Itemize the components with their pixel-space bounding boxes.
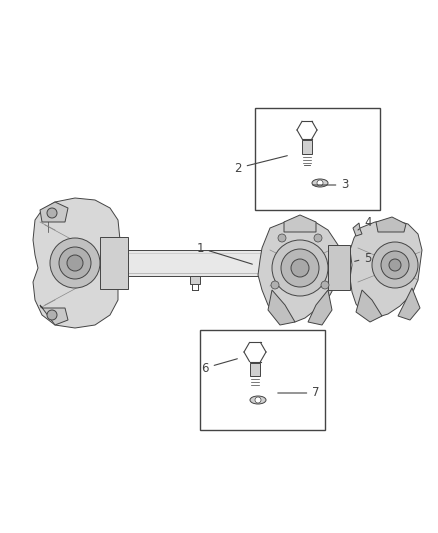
- Circle shape: [281, 249, 319, 287]
- Bar: [328, 245, 350, 290]
- Bar: [255, 108, 380, 210]
- Bar: [190, 276, 200, 284]
- Circle shape: [50, 238, 100, 288]
- Polygon shape: [308, 290, 332, 325]
- Polygon shape: [376, 217, 406, 232]
- Bar: [302, 140, 312, 154]
- Circle shape: [321, 281, 329, 289]
- Circle shape: [372, 242, 418, 288]
- Circle shape: [271, 281, 279, 289]
- Text: 5: 5: [355, 252, 372, 264]
- Bar: [200, 330, 325, 430]
- Polygon shape: [268, 290, 295, 325]
- Bar: [250, 363, 260, 376]
- Bar: [100, 237, 128, 289]
- Circle shape: [255, 397, 261, 403]
- Text: 3: 3: [313, 179, 349, 191]
- Text: 6: 6: [201, 359, 237, 375]
- Circle shape: [67, 255, 83, 271]
- Polygon shape: [284, 215, 316, 232]
- Text: 2: 2: [234, 156, 287, 174]
- Bar: [100, 250, 296, 276]
- Polygon shape: [353, 223, 362, 236]
- Circle shape: [278, 234, 286, 242]
- Circle shape: [291, 259, 309, 277]
- Circle shape: [272, 240, 328, 296]
- Circle shape: [314, 234, 322, 242]
- Circle shape: [389, 259, 401, 271]
- Circle shape: [59, 247, 91, 279]
- Text: 1: 1: [196, 241, 252, 264]
- Polygon shape: [356, 290, 382, 322]
- Circle shape: [47, 208, 57, 218]
- Circle shape: [381, 251, 409, 279]
- Polygon shape: [33, 198, 120, 328]
- Text: 4: 4: [358, 215, 372, 230]
- Polygon shape: [350, 220, 422, 318]
- Ellipse shape: [250, 396, 266, 404]
- Polygon shape: [398, 288, 420, 320]
- Polygon shape: [40, 305, 68, 325]
- Polygon shape: [258, 220, 342, 322]
- Circle shape: [47, 310, 57, 320]
- Circle shape: [317, 180, 323, 186]
- Polygon shape: [40, 202, 68, 222]
- Text: 7: 7: [278, 386, 320, 400]
- Ellipse shape: [312, 179, 328, 187]
